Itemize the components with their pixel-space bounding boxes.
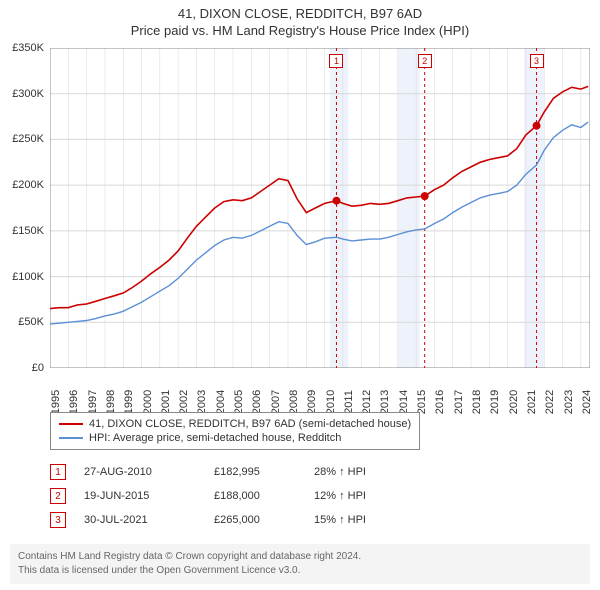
- x-axis-label: 2021: [526, 390, 538, 414]
- sale-date: 19-JUN-2015: [84, 490, 214, 502]
- x-axis-label: 2014: [398, 390, 410, 414]
- title-main: 41, DIXON CLOSE, REDDITCH, B97 6AD: [0, 6, 600, 21]
- sale-marker-2: 2: [418, 54, 432, 68]
- sale-delta: 28% ↑ HPI: [314, 466, 414, 478]
- x-axis-label: 2022: [544, 390, 556, 414]
- x-axis-label: 2019: [489, 390, 501, 414]
- y-axis-label: £350K: [12, 42, 44, 54]
- y-axis-label: £100K: [12, 271, 44, 283]
- x-axis-label: 2003: [196, 390, 208, 414]
- x-axis-label: 1995: [50, 390, 62, 414]
- x-axis-label: 1999: [123, 390, 135, 414]
- sale-delta: 12% ↑ HPI: [314, 490, 414, 502]
- legend-item: 41, DIXON CLOSE, REDDITCH, B97 6AD (semi…: [59, 417, 411, 431]
- sale-delta: 15% ↑ HPI: [314, 514, 414, 526]
- footer-line1: Contains HM Land Registry data © Crown c…: [18, 550, 582, 564]
- x-axis-label: 2011: [343, 390, 355, 414]
- x-axis-label: 2012: [361, 390, 373, 414]
- title-block: 41, DIXON CLOSE, REDDITCH, B97 6AD Price…: [0, 0, 600, 38]
- x-axis-labels: 1995199619971998199920002001200220032004…: [50, 370, 590, 410]
- y-axis-label: £250K: [12, 133, 44, 145]
- y-axis-label: £200K: [12, 179, 44, 191]
- x-axis-label: 2002: [178, 390, 190, 414]
- footer-text: Contains HM Land Registry data © Crown c…: [10, 544, 590, 584]
- sale-price: £188,000: [214, 490, 314, 502]
- sale-row: 2 19-JUN-2015£188,00012% ↑ HPI: [50, 484, 414, 508]
- sale-row: 1 27-AUG-2010£182,99528% ↑ HPI: [50, 460, 414, 484]
- x-axis-label: 2004: [215, 390, 227, 414]
- x-axis-label: 2000: [142, 390, 154, 414]
- x-axis-label: 2015: [416, 390, 428, 414]
- legend-label: 41, DIXON CLOSE, REDDITCH, B97 6AD (semi…: [89, 418, 411, 430]
- sale-price: £182,995: [214, 466, 314, 478]
- legend-swatch: [59, 423, 83, 425]
- x-axis-label: 1997: [87, 390, 99, 414]
- y-axis-label: £300K: [12, 88, 44, 100]
- x-axis-label: 1998: [105, 390, 117, 414]
- legend-swatch: [59, 437, 83, 439]
- legend-label: HPI: Average price, semi-detached house,…: [89, 432, 341, 444]
- sale-price: £265,000: [214, 514, 314, 526]
- legend-item: HPI: Average price, semi-detached house,…: [59, 431, 411, 445]
- sales-table: 1 27-AUG-2010£182,99528% ↑ HPI 2 19-JUN-201…: [50, 460, 414, 532]
- x-axis-label: 2008: [288, 390, 300, 414]
- x-axis-label: 2010: [325, 390, 337, 414]
- y-axis-label: £150K: [12, 225, 44, 237]
- x-axis-label: 2009: [306, 390, 318, 414]
- title-sub: Price paid vs. HM Land Registry's House …: [0, 23, 600, 38]
- x-axis-label: 2016: [434, 390, 446, 414]
- x-axis-label: 2006: [251, 390, 263, 414]
- x-axis-label: 2013: [379, 390, 391, 414]
- y-axis-label: £50K: [18, 316, 44, 328]
- chart-container: 41, DIXON CLOSE, REDDITCH, B97 6AD Price…: [0, 0, 600, 590]
- x-axis-label: 2007: [270, 390, 282, 414]
- sale-row-marker: 3: [50, 512, 66, 528]
- sale-row: 3 30-JUL-2021£265,00015% ↑ HPI: [50, 508, 414, 532]
- x-axis-label: 2023: [563, 390, 575, 414]
- chart-svg: [50, 48, 590, 368]
- x-axis-label: 1996: [68, 390, 80, 414]
- x-axis-label: 2017: [453, 390, 465, 414]
- sale-row-marker: 2: [50, 488, 66, 504]
- x-axis-label: 2001: [160, 390, 172, 414]
- footer-line2: This data is licensed under the Open Gov…: [18, 564, 582, 578]
- x-axis-label: 2020: [508, 390, 520, 414]
- sale-date: 30-JUL-2021: [84, 514, 214, 526]
- sale-marker-1: 1: [329, 54, 343, 68]
- x-axis-label: 2005: [233, 390, 245, 414]
- sale-date: 27-AUG-2010: [84, 466, 214, 478]
- legend-box: 41, DIXON CLOSE, REDDITCH, B97 6AD (semi…: [50, 412, 420, 450]
- sale-marker-3: 3: [530, 54, 544, 68]
- sale-row-marker: 1: [50, 464, 66, 480]
- chart-area: 1 2 3: [50, 48, 590, 368]
- x-axis-label: 2024: [581, 390, 593, 414]
- y-axis-labels: £0£50K£100K£150K£200K£250K£300K£350K: [0, 48, 48, 368]
- y-axis-label: £0: [32, 362, 44, 374]
- x-axis-label: 2018: [471, 390, 483, 414]
